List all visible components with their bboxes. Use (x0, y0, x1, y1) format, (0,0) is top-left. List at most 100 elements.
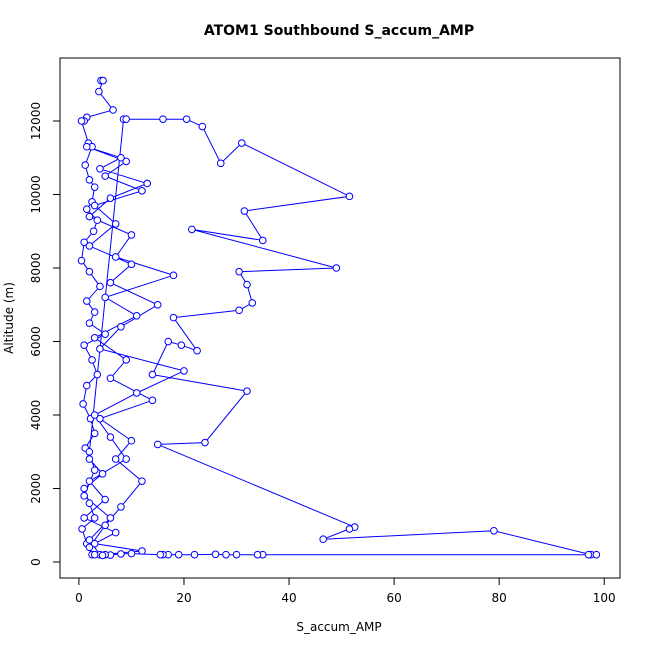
data-point (193, 346, 201, 355)
data-point (232, 550, 241, 559)
data-point (243, 280, 251, 289)
data-point (122, 455, 130, 463)
data-point (222, 550, 230, 559)
x-tick-label: 80 (492, 591, 507, 605)
data-point (80, 514, 88, 522)
data-point (153, 440, 162, 449)
data-point (243, 387, 251, 395)
data-point (90, 514, 99, 522)
data-point (127, 549, 136, 558)
data-point (85, 175, 94, 184)
data-point (85, 543, 94, 552)
data-point (80, 492, 88, 500)
y-tick-label: 4000 (29, 400, 43, 431)
data-point (153, 300, 162, 309)
data-point (253, 550, 262, 559)
y-tick-label: 0 (29, 558, 43, 566)
data-point (138, 477, 146, 485)
data-point (95, 87, 103, 96)
data-point (99, 76, 107, 85)
data-point (81, 161, 90, 169)
data-point (85, 477, 94, 485)
data-point (106, 514, 115, 522)
data-point (592, 550, 601, 559)
x-tick-label: 20 (176, 591, 191, 605)
data-point (127, 436, 136, 445)
data-point (90, 334, 99, 342)
data-point (122, 157, 130, 166)
data-point (77, 117, 86, 125)
data-point (90, 201, 99, 210)
data-point (122, 356, 130, 364)
data-point (177, 341, 186, 349)
data-point (201, 438, 209, 447)
data-point (80, 238, 88, 247)
data-point (132, 311, 141, 320)
data-point (127, 260, 136, 269)
data-point (85, 447, 94, 456)
data-point (93, 370, 102, 379)
data-point (109, 106, 117, 114)
data-point (169, 271, 178, 280)
data-point (80, 341, 88, 349)
data-point (248, 299, 257, 307)
y-axis-label: Altitude (m) (2, 282, 16, 354)
plot-frame (59, 57, 621, 579)
data-point (258, 236, 267, 245)
data-point (96, 282, 104, 291)
y-tick-label: 12000 (29, 102, 43, 140)
x-tick-label: 0 (75, 591, 83, 605)
data-point (235, 306, 243, 315)
data-point (93, 216, 102, 225)
data-point (235, 267, 243, 276)
data-point (198, 122, 207, 131)
x-tick-label: 100 (593, 591, 616, 605)
data-point (174, 550, 183, 559)
data-point (85, 319, 94, 327)
data-point (85, 267, 94, 276)
data-point (90, 466, 99, 474)
data-point (90, 411, 99, 419)
data-point (345, 192, 354, 201)
x-tick-label: 40 (281, 591, 296, 605)
data-point (148, 370, 157, 379)
x-axis-label: S_accum_AMP (296, 620, 381, 634)
data-point (101, 293, 109, 302)
data-point (240, 207, 249, 215)
data-point (332, 264, 341, 272)
data-point (117, 550, 125, 558)
data-point (117, 153, 125, 162)
data-point (96, 164, 104, 173)
data-point (85, 242, 94, 250)
data-point (111, 220, 120, 228)
data-point (101, 172, 109, 180)
y-tick-label: 2000 (29, 473, 43, 504)
data-point (77, 256, 86, 265)
x-tick-label: 60 (386, 591, 401, 605)
data-point (85, 455, 94, 463)
data-point (106, 374, 115, 383)
data-point (122, 115, 130, 123)
data-point (111, 253, 120, 261)
data-point (101, 495, 109, 504)
data-point (132, 389, 141, 397)
data-point (111, 455, 120, 463)
data-point (143, 179, 152, 188)
data-point (188, 225, 196, 234)
data-point (180, 367, 188, 375)
data-point (85, 499, 94, 508)
data-point (584, 550, 593, 559)
data-point (106, 433, 115, 441)
data-point (138, 547, 146, 555)
data-point (138, 187, 146, 195)
data-point (117, 323, 125, 331)
data-point (98, 470, 107, 478)
data-point (159, 115, 167, 123)
y-tick-label: 6000 (29, 326, 43, 357)
data-point (96, 345, 104, 353)
data-point (101, 330, 109, 338)
data-point (164, 337, 173, 346)
data-point (89, 227, 98, 236)
data-point (78, 525, 86, 533)
data-point (85, 212, 94, 221)
